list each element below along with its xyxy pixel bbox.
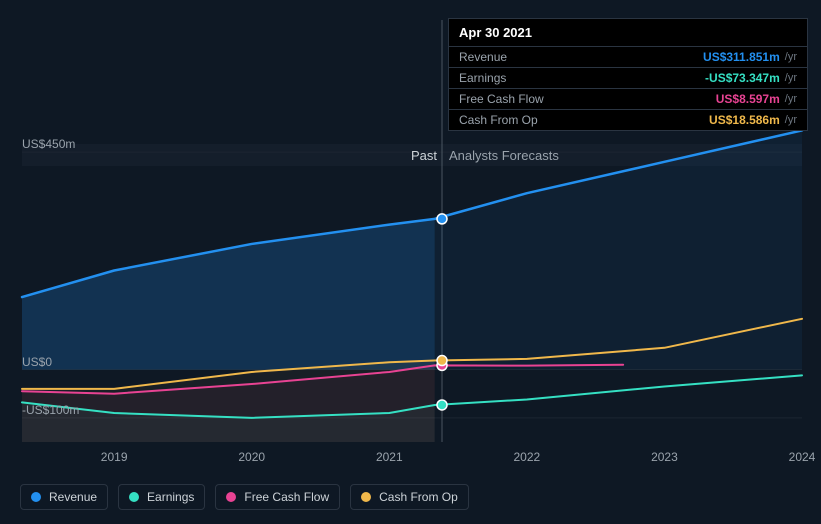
x-axis-tick-label: 2022 [514, 450, 541, 464]
legend-item-cfo[interactable]: Cash From Op [350, 484, 469, 510]
tooltip-row-label: Free Cash Flow [459, 92, 716, 106]
tooltip-row: Free Cash FlowUS$8.597m/yr [449, 89, 807, 110]
x-axis-tick-label: 2019 [101, 450, 128, 464]
tooltip-row-label: Revenue [459, 50, 703, 64]
legend-label: Cash From Op [379, 490, 458, 504]
legend-swatch-icon [129, 492, 139, 502]
legend-label: Free Cash Flow [244, 490, 329, 504]
legend-item-fcf[interactable]: Free Cash Flow [215, 484, 340, 510]
tooltip-row-value: US$18.586m [709, 113, 780, 127]
past-label: Past [411, 148, 437, 163]
x-axis-tick-label: 2023 [651, 450, 678, 464]
tooltip-row-value: -US$73.347m [705, 71, 780, 85]
y-axis-tick-label: US$450m [22, 137, 75, 151]
x-axis-tick-label: 2020 [238, 450, 265, 464]
tooltip-row-label: Cash From Op [459, 113, 709, 127]
legend-item-revenue[interactable]: Revenue [20, 484, 108, 510]
legend-swatch-icon [31, 492, 41, 502]
tooltip-row-suffix: /yr [785, 114, 797, 126]
y-axis-tick-label: -US$100m [22, 403, 79, 417]
tooltip-row-value: US$311.851m [703, 50, 780, 64]
tooltip-row-suffix: /yr [785, 93, 797, 105]
hover-tooltip: Apr 30 2021 RevenueUS$311.851m/yrEarning… [448, 18, 808, 131]
tooltip-date: Apr 30 2021 [449, 19, 807, 47]
tooltip-row: Earnings-US$73.347m/yr [449, 68, 807, 89]
legend-item-earnings[interactable]: Earnings [118, 484, 205, 510]
legend-label: Revenue [49, 490, 97, 504]
tooltip-row-value: US$8.597m [716, 92, 780, 106]
tooltip-row-suffix: /yr [785, 51, 797, 63]
legend: Revenue Earnings Free Cash Flow Cash From O… [20, 484, 469, 510]
legend-label: Earnings [147, 490, 194, 504]
financial-forecast-chart: US$450m US$0 -US$100m 2019 2020 2021 2022 2023… [0, 0, 821, 524]
legend-swatch-icon [226, 492, 236, 502]
tooltip-row-suffix: /yr [785, 72, 797, 84]
y-axis-tick-label: US$0 [22, 355, 52, 369]
legend-swatch-icon [361, 492, 371, 502]
tooltip-row: Cash From OpUS$18.586m/yr [449, 110, 807, 130]
x-axis-tick-label: 2024 [789, 450, 816, 464]
tooltip-row-label: Earnings [459, 71, 705, 85]
future-label: Analysts Forecasts [449, 148, 559, 163]
x-axis-tick-label: 2021 [376, 450, 403, 464]
tooltip-row: RevenueUS$311.851m/yr [449, 47, 807, 68]
